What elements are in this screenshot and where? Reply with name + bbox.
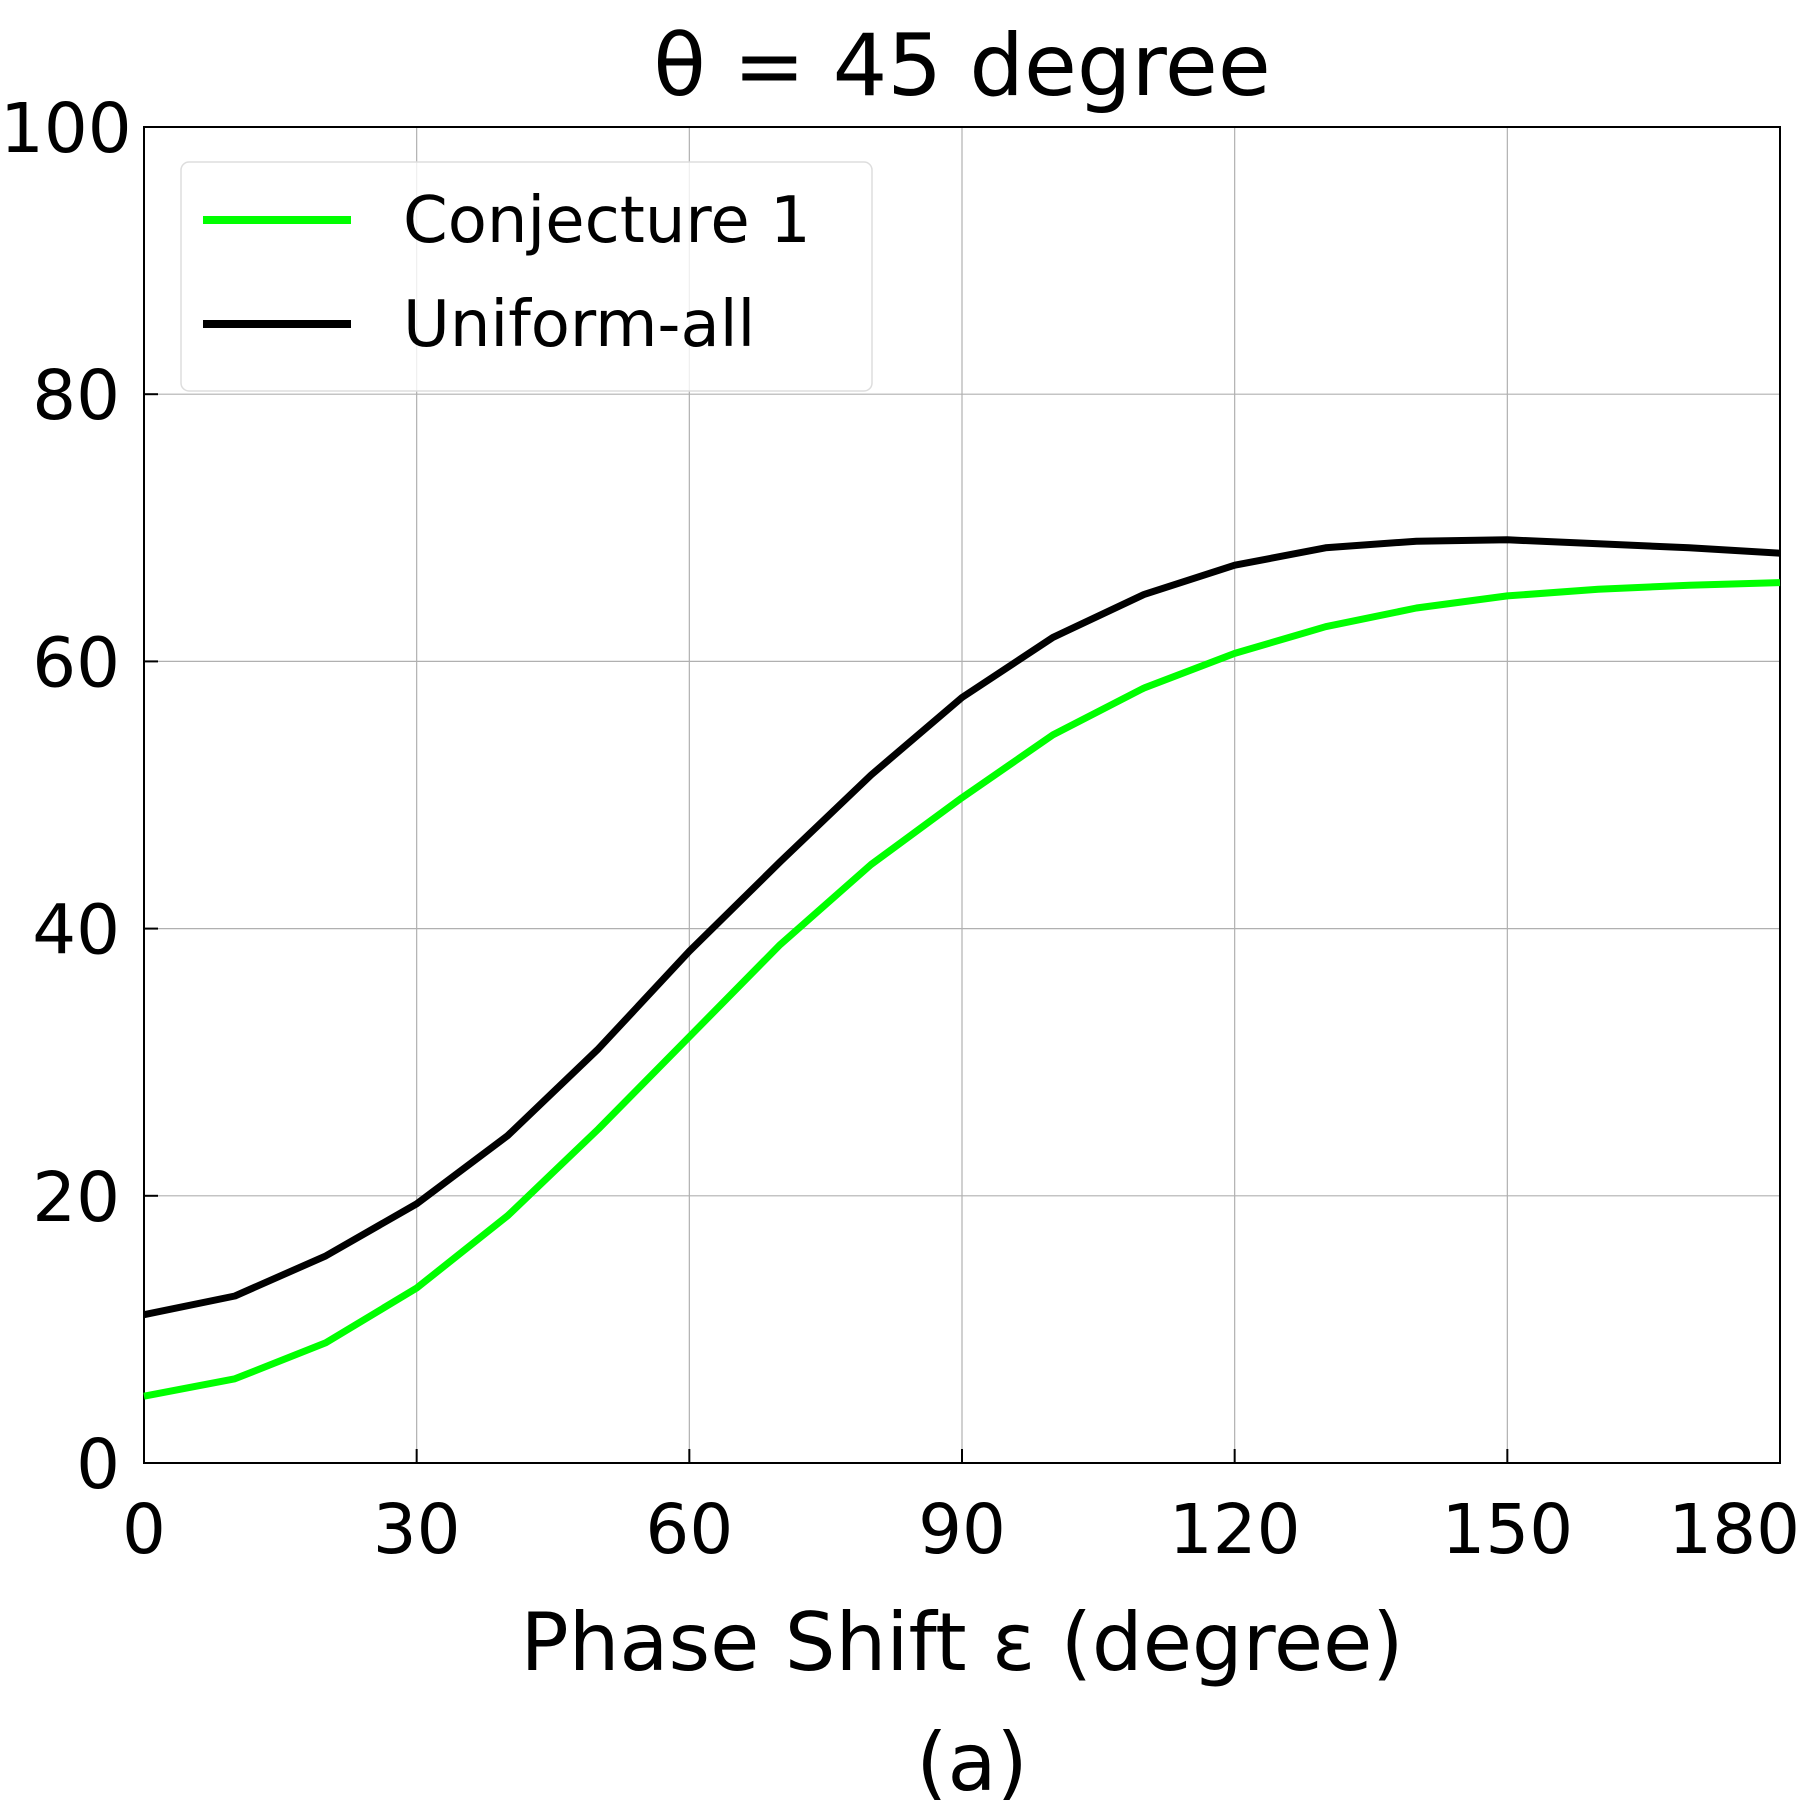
legend-label: Conjecture 1	[403, 184, 811, 258]
y-tick-label: 100	[0, 89, 132, 169]
y-tick-label: 40	[32, 891, 120, 971]
legend: Conjecture 1 Uniform-all	[180, 161, 873, 392]
chart-title: θ = 45 degree	[653, 16, 1271, 116]
x-tick-label: 30	[373, 1490, 461, 1570]
x-tick-label: 180	[1668, 1490, 1800, 1570]
y-tick-label: 80	[32, 356, 120, 436]
caption: (a)	[916, 1716, 1027, 1800]
y-tick-label: 20	[32, 1158, 120, 1238]
legend-label: Uniform-all	[403, 288, 755, 362]
x-tick-label: 150	[1441, 1490, 1573, 1570]
x-axis-label: Phase Shift ε (degree)	[520, 1596, 1403, 1689]
y-tick-label: 60	[32, 623, 120, 703]
line-series	[143, 579, 1781, 1400]
plot-frame	[143, 126, 1781, 1464]
x-tick-label: 0	[122, 1490, 166, 1570]
y-tick-label: 0	[76, 1425, 120, 1505]
line-series	[143, 536, 1781, 1319]
x-tick-label: 60	[645, 1490, 733, 1570]
x-tick-label: 90	[918, 1490, 1006, 1570]
legend-box	[180, 161, 873, 392]
x-tick-label: 120	[1169, 1490, 1301, 1570]
